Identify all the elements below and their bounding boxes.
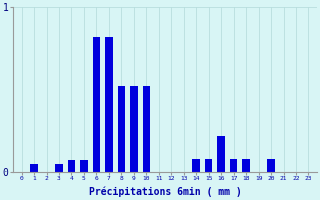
Bar bbox=[93, 37, 100, 172]
Bar bbox=[55, 164, 63, 172]
Bar bbox=[242, 159, 250, 172]
Bar bbox=[68, 160, 75, 172]
Bar bbox=[130, 86, 138, 172]
Bar bbox=[80, 160, 88, 172]
Bar bbox=[230, 159, 237, 172]
Bar bbox=[143, 86, 150, 172]
Bar bbox=[118, 86, 125, 172]
Bar bbox=[205, 159, 212, 172]
Bar bbox=[267, 159, 275, 172]
Bar bbox=[192, 159, 200, 172]
Bar bbox=[105, 37, 113, 172]
Bar bbox=[217, 136, 225, 172]
Bar bbox=[30, 164, 38, 172]
X-axis label: Précipitations 6min ( mm ): Précipitations 6min ( mm ) bbox=[89, 187, 241, 197]
